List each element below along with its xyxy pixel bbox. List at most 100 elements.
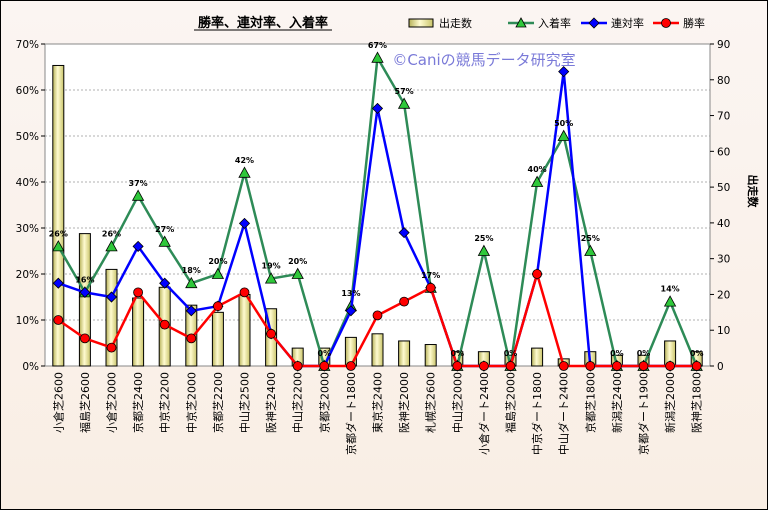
data-label: 17% xyxy=(421,271,440,280)
data-label: 0% xyxy=(690,349,704,358)
x-tick-label: 中山ダート2400 xyxy=(557,372,571,455)
x-tick-label: 中京芝2200 xyxy=(158,372,172,433)
y2-tick-label: 80 xyxy=(717,75,730,87)
point-triangle xyxy=(52,240,65,252)
point-triangle xyxy=(663,295,677,307)
x-tick-label: 中京芝2000 xyxy=(184,372,198,433)
x-tick-label: 京都ダート1900 xyxy=(637,372,651,455)
point-circle xyxy=(665,361,675,371)
data-label: 19% xyxy=(262,262,281,271)
y2-tick-label: 20 xyxy=(717,289,730,301)
x-tick-label: 福島芝2600 xyxy=(78,372,92,433)
x-tick-label: 東京芝2400 xyxy=(371,372,385,433)
point-circle xyxy=(585,361,596,371)
data-label: 16% xyxy=(75,275,94,284)
point-diamond xyxy=(105,291,118,303)
data-label: 26% xyxy=(49,229,68,238)
bar xyxy=(398,340,411,367)
point-circle xyxy=(612,361,622,371)
x-tick-label: 福島芝2000 xyxy=(504,372,518,433)
point-circle xyxy=(186,333,197,344)
point-circle xyxy=(159,319,170,330)
x-tick-label: 京都ダート1800 xyxy=(344,372,358,455)
point-triangle xyxy=(131,189,145,201)
data-label: 25% xyxy=(474,234,493,243)
point-circle xyxy=(558,361,569,371)
point-circle xyxy=(106,342,117,353)
data-label: 27% xyxy=(155,225,174,234)
point-circle xyxy=(399,296,410,307)
y2-tick-label: 60 xyxy=(717,146,730,158)
data-label: 57% xyxy=(395,87,414,96)
point-circle xyxy=(452,361,463,371)
point-triangle xyxy=(530,175,544,187)
point-circle xyxy=(53,315,64,325)
y2-tick-label: 0 xyxy=(717,361,724,373)
y2-tick-label: 40 xyxy=(717,218,730,230)
y2-tick-label: 50 xyxy=(717,182,730,194)
point-circle xyxy=(532,269,542,279)
bar xyxy=(371,333,384,367)
x-tick-label: 中京ダート1800 xyxy=(530,372,544,455)
point-triangle xyxy=(158,235,171,247)
bar xyxy=(531,347,544,367)
point-diamond xyxy=(132,240,144,252)
data-label: 37% xyxy=(129,179,148,188)
point-circle xyxy=(691,361,702,371)
line-series xyxy=(52,51,703,372)
y-tick-label: 70% xyxy=(16,39,39,51)
point-triangle xyxy=(397,97,411,109)
x-tick-label: 京都芝1800 xyxy=(583,372,597,433)
x-tick-label: 阪神芝1800 xyxy=(690,372,704,433)
y-tick-label: 10% xyxy=(16,315,39,327)
data-label: 18% xyxy=(182,266,201,275)
point-circle xyxy=(266,328,277,339)
data-label: 14% xyxy=(661,285,680,294)
data-label: 67% xyxy=(368,41,387,50)
point-circle xyxy=(638,361,649,371)
data-label: 50% xyxy=(554,119,573,128)
point-triangle xyxy=(557,129,570,141)
x-tick-label: 新潟芝2400 xyxy=(610,372,624,433)
x-tick-label: 中山芝2500 xyxy=(239,372,252,433)
data-label: 0% xyxy=(610,349,624,358)
bar xyxy=(424,344,437,367)
y2-tick-label: 70 xyxy=(717,111,730,123)
x-tick-label: 京都芝2400 xyxy=(131,372,145,433)
y2-axis: 0 10 20 30 40 50 60 70 80 90 xyxy=(710,39,730,373)
point-circle xyxy=(239,287,250,298)
y2-axis-label: 出走数 xyxy=(746,175,760,209)
x-tick-label: 小倉芝2600 xyxy=(51,372,65,433)
point-triangle xyxy=(211,267,225,279)
x-tick-label: 京都芝2200 xyxy=(211,372,225,433)
data-label: 13% xyxy=(341,289,360,298)
point-circle xyxy=(505,361,516,371)
legend-label: 連対率 xyxy=(611,16,644,30)
legend-swatch xyxy=(408,18,434,28)
data-label: 42% xyxy=(235,156,254,165)
y2-tick-label: 90 xyxy=(717,39,730,51)
point-circle xyxy=(80,333,90,344)
point-diamond xyxy=(558,66,570,78)
y-tick-label: 20% xyxy=(16,269,39,281)
point-triangle xyxy=(105,240,118,252)
x-tick-label: 札幌芝2600 xyxy=(424,372,438,433)
data-label: 0% xyxy=(451,349,465,358)
legend-label: 勝率 xyxy=(683,16,705,30)
point-diamond xyxy=(345,305,357,317)
x-tick-label: 小倉芝2000 xyxy=(105,372,119,433)
bar xyxy=(105,268,118,367)
legend-marker xyxy=(588,17,600,29)
point-diamond xyxy=(238,217,251,229)
point-diamond xyxy=(52,277,64,289)
x-tick-label: 阪神芝2400 xyxy=(264,372,278,433)
bar xyxy=(52,64,65,367)
x-tick-label: 中山芝2200 xyxy=(292,372,305,433)
data-label: 0% xyxy=(318,349,332,358)
point-circle xyxy=(372,310,383,321)
x-tick-label: 新潟芝2000 xyxy=(663,372,677,433)
point-diamond xyxy=(398,227,410,239)
y-tick-label: 30% xyxy=(16,223,39,235)
y2-tick-label: 10 xyxy=(717,325,730,337)
